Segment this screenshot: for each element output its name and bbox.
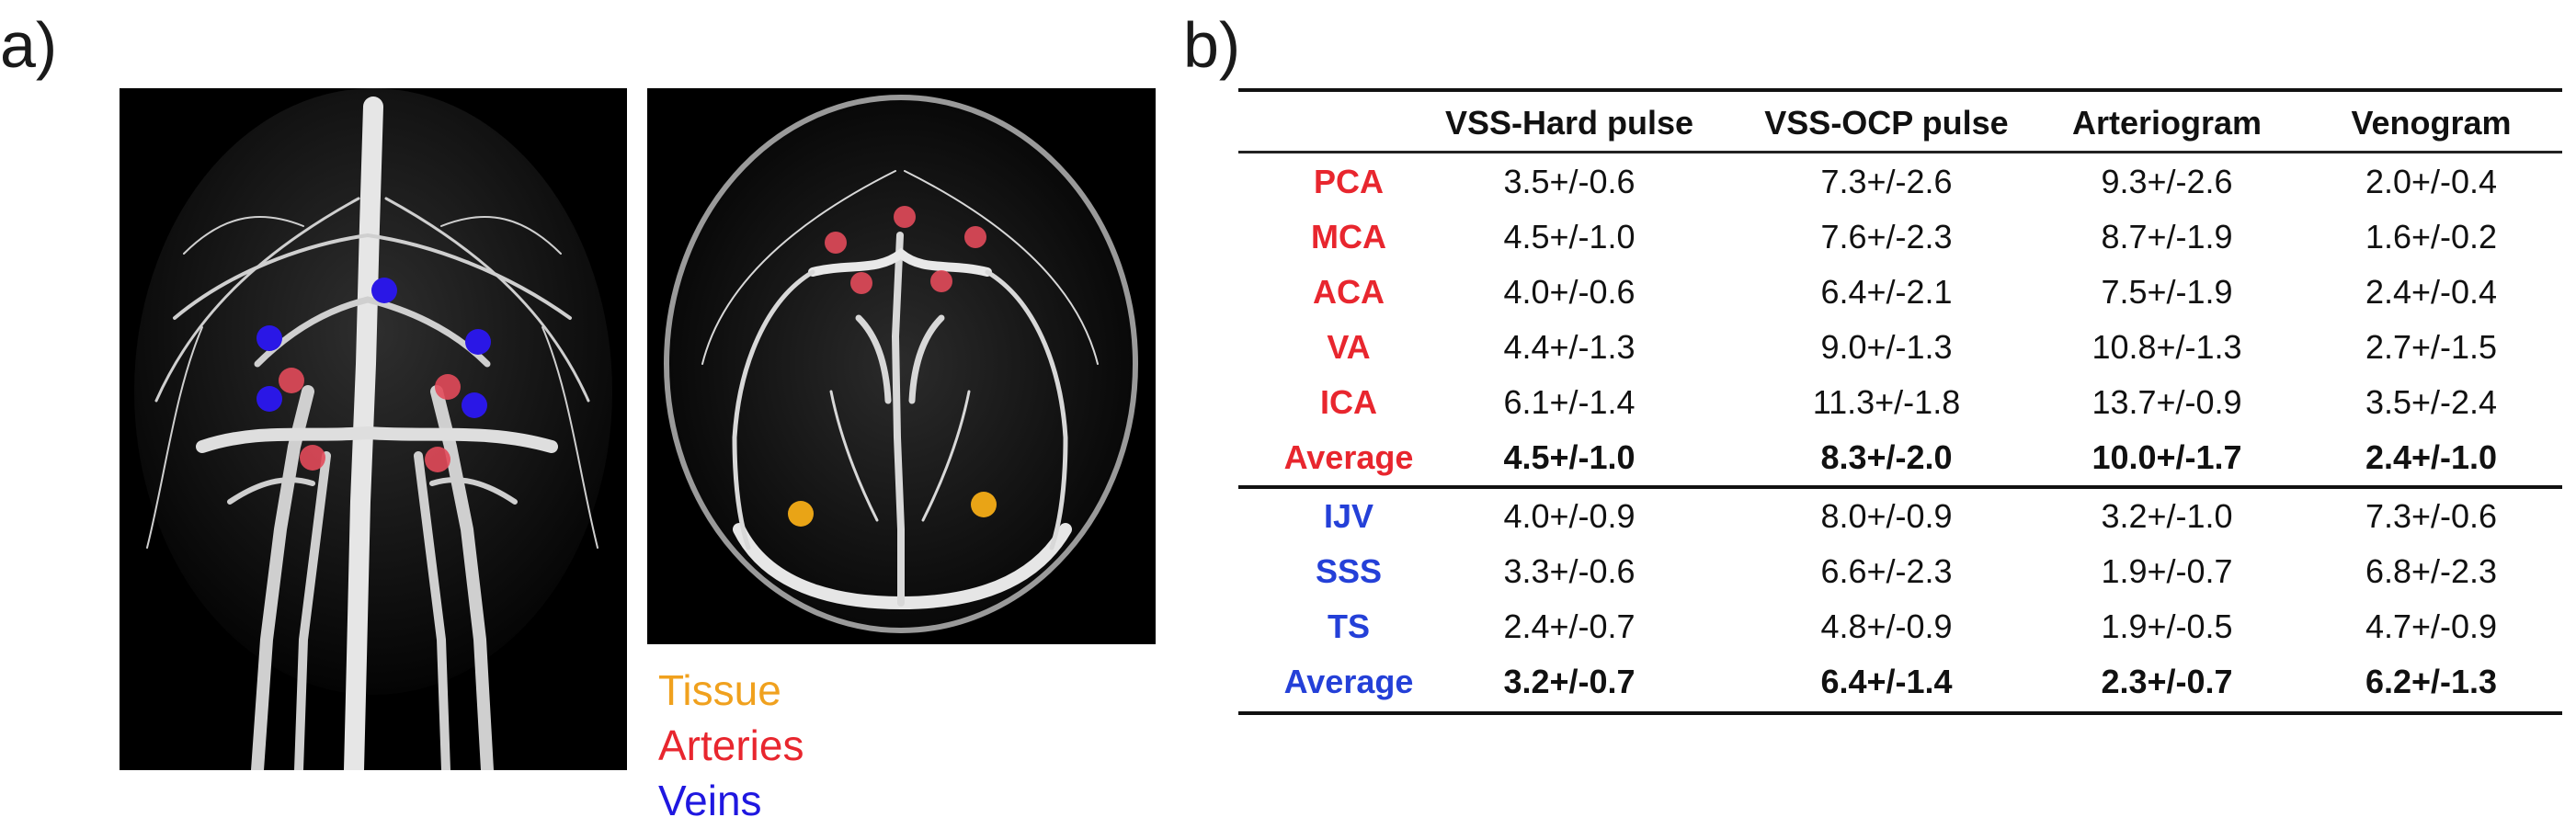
cell: 7.5+/-1.9 — [2101, 273, 2233, 311]
row-label: PCA — [1313, 163, 1384, 200]
table-row-artery-average: Average 4.5+/-1.0 8.3+/-2.0 10.0+/-1.7 2… — [1238, 430, 2562, 485]
table-row: SSS 3.3+/-0.6 6.6+/-2.3 1.9+/-0.7 6.8+/-… — [1238, 544, 2562, 599]
cell: 1.9+/-0.7 — [2101, 552, 2233, 590]
cell: 10.8+/-1.3 — [2092, 328, 2242, 366]
cell: 2.4+/-1.0 — [2365, 438, 2498, 476]
table-row: VA 4.4+/-1.3 9.0+/-1.3 10.8+/-1.3 2.7+/-… — [1238, 320, 2562, 375]
cell: 2.0+/-0.4 — [2365, 163, 2498, 200]
row-label: ICA — [1320, 383, 1377, 421]
table-row: PCA 3.5+/-0.6 7.3+/-2.6 9.3+/-2.6 2.0+/-… — [1238, 154, 2562, 210]
cell: 6.8+/-2.3 — [2365, 552, 2498, 590]
panel-b-label: b) — [1183, 9, 1241, 81]
table-top-rule — [1238, 88, 2562, 92]
cell: 7.3+/-2.6 — [1820, 163, 1953, 200]
table-row: ACA 4.0+/-0.6 6.4+/-2.1 7.5+/-1.9 2.4+/-… — [1238, 265, 2562, 320]
cell: 2.7+/-1.5 — [2365, 328, 2498, 366]
table-row: ICA 6.1+/-1.4 11.3+/-1.8 13.7+/-0.9 3.5+… — [1238, 375, 2562, 430]
cell: 8.0+/-0.9 — [1820, 497, 1953, 535]
cell: 9.3+/-2.6 — [2101, 163, 2233, 200]
row-label: TS — [1327, 607, 1370, 645]
cell: 1.6+/-0.2 — [2365, 218, 2498, 255]
cell: 3.2+/-1.0 — [2101, 497, 2233, 535]
cell: 6.2+/-1.3 — [2365, 663, 2498, 700]
cell: 9.0+/-1.3 — [1820, 328, 1953, 366]
legend-veins: Veins — [658, 777, 762, 824]
cell: 3.5+/-0.6 — [1503, 163, 1636, 200]
table-bottom-rule — [1238, 711, 2562, 715]
cell: 6.6+/-2.3 — [1820, 552, 1953, 590]
cell: 6.4+/-2.1 — [1820, 273, 1953, 311]
cell: 3.5+/-2.4 — [2365, 383, 2498, 421]
table-row: MCA 4.5+/-1.0 7.6+/-2.3 8.7+/-1.9 1.6+/-… — [1238, 210, 2562, 265]
row-label: Average — [1283, 438, 1414, 476]
cell: 2.4+/-0.4 — [2365, 273, 2498, 311]
cell: 6.1+/-1.4 — [1503, 383, 1636, 421]
vein-markers — [256, 278, 491, 418]
cell: 7.3+/-0.6 — [2365, 497, 2498, 535]
cell: 13.7+/-0.9 — [2092, 383, 2242, 421]
artery-markers — [279, 368, 461, 472]
cell: 11.3+/-1.8 — [1812, 383, 1961, 421]
section-rule — [1238, 485, 2562, 489]
cell: 4.5+/-1.0 — [1503, 438, 1636, 476]
header-venogram: Venogram — [2351, 104, 2512, 142]
row-label: VA — [1327, 328, 1371, 366]
coronal-angiogram-image — [120, 88, 627, 770]
artery-markers-axial — [825, 206, 986, 294]
cell: 3.3+/-0.6 — [1503, 552, 1636, 590]
cell: 3.2+/-0.7 — [1503, 663, 1636, 700]
row-label: Average — [1283, 663, 1414, 700]
axial-angiogram-image — [647, 88, 1156, 644]
row-label: MCA — [1311, 218, 1386, 255]
cell: 4.5+/-1.0 — [1503, 218, 1636, 255]
cell: 1.9+/-0.5 — [2101, 607, 2233, 645]
cell: 10.0+/-1.7 — [2092, 438, 2242, 476]
tissue-markers — [788, 492, 997, 527]
cell: 8.7+/-1.9 — [2101, 218, 2233, 255]
cell: 7.6+/-2.3 — [1820, 218, 1953, 255]
table-row-vein-average: Average 3.2+/-0.7 6.4+/-1.4 2.3+/-0.7 6.… — [1238, 654, 2562, 709]
cell: 4.0+/-0.6 — [1503, 273, 1636, 311]
panel-a-label: a) — [0, 9, 58, 81]
row-label: SSS — [1315, 552, 1383, 590]
table-header-row: VSS-Hard pulse VSS-OCP pulse Arteriogram… — [1238, 96, 2562, 151]
header-vss-ocp: VSS-OCP pulse — [1764, 104, 2009, 142]
cell: 2.4+/-0.7 — [1503, 607, 1636, 645]
cell: 4.8+/-0.9 — [1820, 607, 1953, 645]
header-arteriogram: Arteriogram — [2071, 104, 2263, 142]
cell: 8.3+/-2.0 — [1820, 438, 1953, 476]
row-label: IJV — [1323, 497, 1374, 535]
cell: 4.7+/-0.9 — [2365, 607, 2498, 645]
cell: 4.4+/-1.3 — [1503, 328, 1636, 366]
cell: 4.0+/-0.9 — [1503, 497, 1636, 535]
cell: 2.3+/-0.7 — [2101, 663, 2233, 700]
legend-arteries: Arteries — [658, 721, 804, 769]
table-row: IJV 4.0+/-0.9 8.0+/-0.9 3.2+/-1.0 7.3+/-… — [1238, 489, 2562, 544]
table-row: TS 2.4+/-0.7 4.8+/-0.9 1.9+/-0.5 4.7+/-0… — [1238, 599, 2562, 654]
header-vss-hard: VSS-Hard pulse — [1444, 104, 1694, 142]
legend-tissue: Tissue — [658, 666, 781, 714]
header-rule — [1238, 151, 2562, 153]
cell: 6.4+/-1.4 — [1820, 663, 1953, 700]
row-label: ACA — [1313, 273, 1385, 311]
